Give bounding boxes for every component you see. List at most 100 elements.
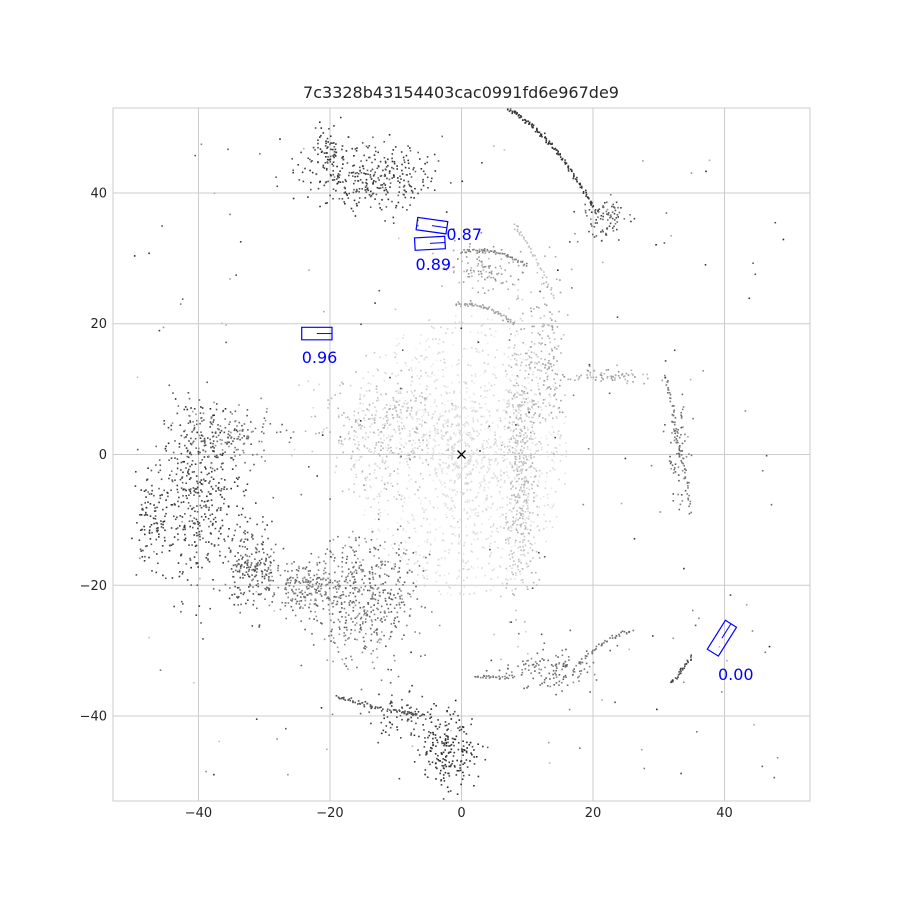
- lidar-point: [505, 567, 508, 570]
- lidar-point: [479, 386, 482, 389]
- lidar-point: [361, 593, 363, 596]
- lidar-point: [318, 561, 321, 564]
- lidar-point: [384, 560, 387, 563]
- lidar-point: [493, 568, 495, 570]
- lidar-point: [273, 551, 275, 554]
- lidar-point: [447, 706, 450, 709]
- lidar-point: [254, 575, 257, 577]
- lidar-point: [226, 441, 229, 444]
- lidar-point: [484, 389, 486, 392]
- lidar-point: [520, 429, 522, 432]
- lidar-point: [499, 419, 502, 422]
- lidar-point: [298, 384, 300, 386]
- lidar-point: [141, 528, 143, 531]
- lidar-point: [380, 605, 383, 608]
- lidar-point: [347, 572, 350, 575]
- lidar-point: [220, 443, 223, 445]
- lidar-point: [363, 154, 365, 157]
- lidar-point: [470, 400, 473, 403]
- lidar-point: [454, 315, 457, 317]
- lidar-point: [265, 558, 267, 561]
- lidar-point: [455, 493, 457, 496]
- lidar-point: [473, 756, 475, 758]
- lidar-point: [510, 391, 513, 394]
- lidar-point: [509, 578, 512, 580]
- lidar-point: [367, 603, 370, 605]
- lidar-point: [377, 399, 380, 402]
- lidar-point: [314, 611, 316, 613]
- lidar-point: [273, 592, 275, 594]
- lidar-point: [345, 578, 347, 581]
- lidar-point: [159, 494, 161, 497]
- lidar-point: [606, 228, 608, 230]
- lidar-point: [356, 447, 359, 450]
- lidar-point: [236, 587, 239, 589]
- lidar-point: [454, 466, 457, 468]
- lidar-point: [440, 557, 443, 559]
- lidar-point: [507, 539, 510, 541]
- lidar-point: [457, 466, 459, 468]
- lidar-point: [446, 729, 448, 731]
- lidar-point: [461, 260, 463, 263]
- lidar-point: [505, 411, 508, 413]
- lidar-point: [503, 428, 506, 431]
- lidar-point: [320, 587, 322, 590]
- lidar-point: [597, 211, 600, 213]
- lidar-point: [321, 431, 324, 434]
- lidar-point: [233, 581, 236, 584]
- lidar-point: [349, 600, 352, 602]
- lidar-point: [373, 351, 376, 354]
- lidar-point: [363, 613, 365, 616]
- lidar-point: [371, 571, 374, 574]
- lidar-point: [335, 465, 337, 468]
- lidar-point: [406, 520, 409, 522]
- lidar-point: [482, 480, 484, 483]
- lidar-point: [422, 570, 425, 572]
- lidar-point: [595, 679, 598, 681]
- lidar-point: [487, 289, 490, 292]
- lidar-point: [497, 410, 499, 412]
- lidar-point: [236, 505, 238, 507]
- lidar-point: [237, 552, 239, 554]
- lidar-point: [318, 590, 320, 592]
- lidar-point: [450, 425, 452, 428]
- lidar-point: [356, 436, 359, 438]
- lidar-point: [438, 463, 440, 465]
- lidar-point: [150, 543, 153, 546]
- lidar-point: [515, 528, 518, 531]
- lidar-point: [453, 744, 455, 747]
- lidar-point: [385, 446, 387, 449]
- lidar-point: [520, 364, 522, 367]
- lidar-point: [209, 607, 211, 610]
- lidar-point: [503, 451, 505, 453]
- lidar-point: [504, 389, 507, 392]
- lidar-point: [554, 447, 556, 449]
- lidar-point: [487, 362, 490, 365]
- lidar-point: [523, 489, 526, 492]
- lidar-point: [358, 565, 361, 567]
- lidar-point: [443, 574, 446, 577]
- lidar-point: [228, 423, 230, 426]
- lidar-point: [380, 706, 382, 709]
- lidar-point: [444, 404, 446, 406]
- lidar-point: [485, 440, 488, 442]
- lidar-point: [516, 396, 518, 398]
- lidar-point: [296, 600, 298, 603]
- lidar-point: [494, 440, 497, 443]
- lidar-point: [182, 603, 184, 605]
- lidar-point: [530, 657, 533, 660]
- lidar-point: [410, 734, 412, 736]
- lidar-point: [527, 507, 529, 509]
- lidar-point: [209, 426, 211, 428]
- lidar-point: [305, 579, 307, 581]
- lidar-point: [264, 528, 266, 531]
- lidar-point: [444, 385, 447, 388]
- lidar-point: [480, 261, 483, 263]
- lidar-point: [517, 493, 519, 495]
- lidar-point: [463, 347, 465, 350]
- lidar-point: [323, 593, 326, 596]
- lidar-point: [426, 356, 428, 359]
- lidar-point: [403, 189, 406, 191]
- lidar-point: [453, 270, 455, 272]
- lidar-point: [189, 488, 192, 490]
